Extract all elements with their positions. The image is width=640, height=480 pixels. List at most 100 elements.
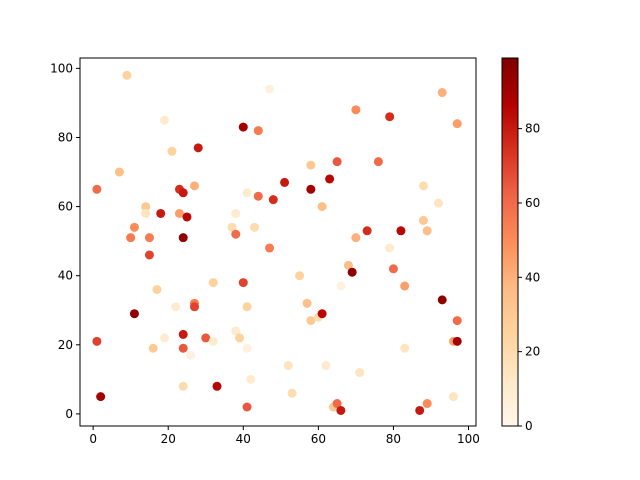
scatter-point <box>362 226 372 236</box>
x-tick-label: 100 <box>457 432 480 446</box>
scatter-point <box>231 229 241 239</box>
colorbar-frame <box>501 57 519 427</box>
scatter-point <box>238 278 248 288</box>
plot-frame <box>79 57 477 427</box>
scatter-point <box>141 202 151 212</box>
scatter-point <box>388 264 398 274</box>
scatter-point <box>129 222 139 232</box>
scatter-point <box>452 336 462 346</box>
scatter-point <box>144 250 154 260</box>
scatter-point <box>321 361 331 371</box>
y-tick-label: 20 <box>58 338 73 352</box>
scatter-point <box>201 333 211 343</box>
y-tick-label: 80 <box>58 130 73 144</box>
scatter-point <box>325 174 335 184</box>
scatter-point <box>174 208 184 218</box>
scatter-point <box>415 405 425 415</box>
scatter-point <box>231 208 241 218</box>
scatter-point <box>178 343 188 353</box>
scatter-point <box>317 309 327 319</box>
scatter-point <box>355 367 365 377</box>
scatter-point <box>332 157 342 167</box>
scatter-point <box>265 243 275 253</box>
scatter-point <box>231 326 241 336</box>
colorbar-tick-label: 60 <box>525 196 540 210</box>
scatter-point <box>351 233 361 243</box>
scatter-point <box>422 399 432 409</box>
scatter-point <box>129 309 139 319</box>
scatter-point <box>114 167 124 177</box>
scatter-point <box>385 112 395 122</box>
scatter-point <box>246 374 256 384</box>
scatter-point <box>400 343 410 353</box>
scatter-point <box>182 212 192 222</box>
scatter-point <box>171 302 181 312</box>
scatter-point <box>283 361 293 371</box>
scatter-point <box>212 381 222 391</box>
colorbar-tick-label: 80 <box>525 122 540 136</box>
scatter-point <box>396 226 406 236</box>
scatter-point <box>253 191 263 201</box>
scatter-point <box>373 157 383 167</box>
scatter-point <box>347 267 357 277</box>
scatter-point <box>332 399 342 409</box>
scatter-point <box>280 177 290 187</box>
scatter-point <box>242 188 252 198</box>
scatter-point <box>96 392 106 402</box>
scatter-point <box>418 181 428 191</box>
scatter-point <box>433 198 443 208</box>
scatter-point <box>178 329 188 339</box>
scatter-point <box>437 295 447 305</box>
scatter-point <box>152 285 162 295</box>
x-tick-label: 80 <box>386 432 401 446</box>
colorbar <box>502 58 518 426</box>
scatter-point <box>302 298 312 308</box>
scatter-point <box>351 105 361 115</box>
x-tick-label: 0 <box>89 432 97 446</box>
scatter-point <box>336 281 346 291</box>
scatter-point <box>242 302 252 312</box>
scatter-point <box>159 115 169 125</box>
y-tick-label: 0 <box>65 407 73 421</box>
scatter-point <box>178 188 188 198</box>
scatter-point <box>186 350 196 360</box>
scatter-point <box>400 281 410 291</box>
scatter-point <box>317 202 327 212</box>
colorbar-tick-label: 20 <box>525 345 540 359</box>
scatter-point <box>306 160 316 170</box>
scatter-point <box>452 119 462 129</box>
scatter-point <box>242 343 252 353</box>
colorbar-tick-label: 0 <box>525 419 533 433</box>
scatter-point <box>238 122 248 132</box>
scatter-point <box>306 316 316 326</box>
scatter-point <box>385 243 395 253</box>
scatter-point <box>265 84 275 94</box>
scatter-point <box>141 208 151 218</box>
x-tick-label: 20 <box>161 432 176 446</box>
scatter-point <box>253 126 263 136</box>
x-tick-label: 40 <box>236 432 251 446</box>
scatter-point <box>156 208 166 218</box>
scatter-point <box>189 181 199 191</box>
y-tick-label: 100 <box>50 61 73 75</box>
scatter-point <box>452 316 462 326</box>
scatter-point <box>336 405 346 415</box>
scatter-point <box>208 278 218 288</box>
scatter-point <box>193 143 203 153</box>
y-tick-label: 60 <box>58 200 73 214</box>
scatter-point <box>227 222 237 232</box>
colorbar-tick-label: 40 <box>525 270 540 284</box>
scatter-point <box>448 392 458 402</box>
scatter-point <box>92 184 102 194</box>
scatter-point <box>235 333 245 343</box>
scatter-point <box>268 195 278 205</box>
scatter-point <box>122 70 132 80</box>
scatter-point <box>148 343 158 353</box>
y-tick-label: 40 <box>58 269 73 283</box>
scatter-point <box>306 184 316 194</box>
scatter-point <box>144 233 154 243</box>
scatter-point <box>418 215 428 225</box>
scatter-point <box>422 226 432 236</box>
scatter-point <box>178 381 188 391</box>
